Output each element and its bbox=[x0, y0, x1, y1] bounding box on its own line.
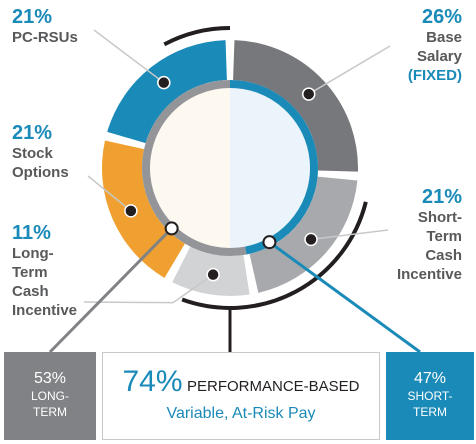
leader-2 bbox=[83, 274, 214, 304]
label-stock-options: 21% Stock Options bbox=[12, 122, 69, 182]
short-term-marker bbox=[262, 235, 277, 250]
long-term-connector bbox=[48, 227, 173, 354]
stock-options-percent: 21% bbox=[12, 122, 53, 144]
leader-3 bbox=[87, 175, 132, 212]
bracket-left bbox=[163, 26, 231, 47]
st-cash-text: Short- Term Cash Incentive bbox=[396, 209, 462, 283]
short-term-box: 47% SHORT- TERM bbox=[386, 352, 474, 440]
slice-4 bbox=[107, 40, 227, 144]
slice-dot-3 bbox=[124, 204, 138, 218]
label-pc-rsus: 21% PC-RSUs bbox=[12, 6, 78, 47]
long-term-text: LONG- TERM bbox=[30, 389, 69, 419]
pc-rsus-percent: 21% bbox=[12, 6, 53, 28]
slice-dot-2 bbox=[206, 267, 220, 282]
short-term-text: SHORT- TERM bbox=[407, 389, 453, 419]
slice-dot-0 bbox=[301, 87, 316, 101]
leader-1 bbox=[310, 229, 389, 241]
leader-lines bbox=[48, 29, 421, 354]
inner-rings bbox=[142, 80, 318, 256]
slice-0 bbox=[233, 40, 358, 172]
short-term-connector bbox=[268, 240, 421, 354]
base-salary-text: Base Salary bbox=[416, 29, 462, 65]
bracket-right bbox=[181, 201, 368, 310]
performance-heading: PERFORMANCE-BASED bbox=[186, 378, 360, 395]
label-st-cash: 21% Short- Term Cash Incentive bbox=[397, 186, 462, 284]
center-half-blue bbox=[230, 88, 310, 248]
long-term-ring bbox=[142, 80, 247, 256]
slice-dot-4 bbox=[157, 75, 171, 90]
lt-cash-percent: 11% bbox=[12, 222, 51, 244]
slice-dot-1 bbox=[304, 232, 318, 247]
performance-percent: 74% bbox=[122, 365, 183, 398]
pc-rsus-text: PC-RSUs bbox=[12, 29, 78, 46]
long-term-marker bbox=[164, 221, 179, 236]
performance-subheading: Variable, At-Risk Pay bbox=[166, 405, 316, 422]
label-lt-cash: 11% Long- Term Cash Incentive bbox=[12, 222, 77, 320]
lt-cash-text: Long- Term Cash Incentive bbox=[12, 245, 78, 319]
slice-1 bbox=[249, 176, 358, 293]
performance-box: 74% PERFORMANCE-BASED Variable, At-Risk … bbox=[102, 352, 380, 440]
leader-0 bbox=[308, 45, 391, 95]
slice-3 bbox=[101, 140, 185, 278]
stock-options-text: Stock Options bbox=[12, 145, 69, 181]
outer-brackets bbox=[163, 26, 368, 352]
label-base-salary: 26% Base Salary (FIXED) bbox=[408, 6, 462, 85]
base-salary-percent: 26% bbox=[421, 6, 462, 28]
short-term-ring bbox=[229, 80, 318, 255]
short-term-percent: 47% bbox=[413, 370, 447, 387]
base-salary-note: (FIXED) bbox=[407, 67, 462, 84]
st-cash-percent: 21% bbox=[421, 186, 462, 208]
leader-4 bbox=[93, 29, 165, 84]
long-term-percent: 53% bbox=[33, 370, 67, 387]
long-term-box: 53% LONG- TERM bbox=[4, 352, 96, 440]
